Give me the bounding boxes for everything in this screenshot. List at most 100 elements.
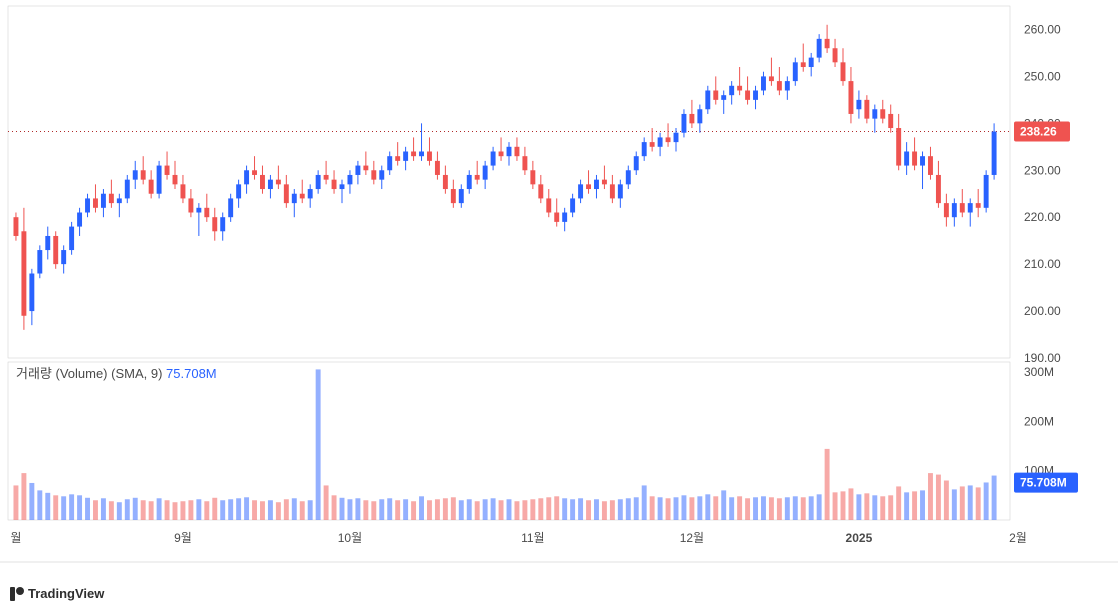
candle-body[interactable] — [443, 175, 448, 189]
candle-body[interactable] — [809, 58, 814, 67]
volume-bar[interactable] — [864, 493, 869, 520]
volume-bar[interactable] — [173, 502, 178, 520]
volume-bar[interactable] — [546, 497, 551, 520]
volume-bar[interactable] — [538, 498, 543, 520]
volume-bar[interactable] — [912, 491, 917, 520]
candle-body[interactable] — [228, 198, 233, 217]
volume-bar[interactable] — [141, 500, 146, 520]
candle-body[interactable] — [546, 198, 551, 212]
candle-body[interactable] — [960, 203, 965, 212]
candle-body[interactable] — [284, 184, 289, 203]
candle-body[interactable] — [252, 170, 257, 175]
volume-bar[interactable] — [801, 497, 806, 520]
candle-body[interactable] — [817, 39, 822, 58]
candle-body[interactable] — [188, 198, 193, 212]
volume-bar[interactable] — [507, 499, 512, 520]
volume-bar[interactable] — [681, 495, 686, 520]
volume-bar[interactable] — [872, 495, 877, 520]
candle-body[interactable] — [737, 86, 742, 91]
candle-body[interactable] — [610, 184, 615, 198]
volume-bar[interactable] — [729, 497, 734, 520]
volume-bar[interactable] — [721, 490, 726, 520]
volume-bar[interactable] — [125, 499, 130, 520]
candle-body[interactable] — [522, 156, 527, 170]
volume-bar[interactable] — [85, 498, 90, 520]
candle-body[interactable] — [324, 175, 329, 180]
candle-body[interactable] — [371, 170, 376, 179]
volume-bar[interactable] — [936, 475, 941, 520]
volume-bar[interactable] — [586, 500, 591, 520]
candle-body[interactable] — [45, 236, 50, 250]
candle-body[interactable] — [674, 133, 679, 142]
volume-bar[interactable] — [984, 482, 989, 520]
volume-bar[interactable] — [785, 497, 790, 520]
candle-body[interactable] — [125, 180, 130, 199]
volume-bar[interactable] — [674, 497, 679, 520]
volume-bar[interactable] — [268, 500, 273, 520]
candle-body[interactable] — [745, 90, 750, 99]
candle-body[interactable] — [602, 180, 607, 185]
candle-body[interactable] — [491, 151, 496, 165]
candle-body[interactable] — [713, 90, 718, 99]
candle-body[interactable] — [634, 156, 639, 170]
candle-body[interactable] — [157, 166, 162, 194]
volume-bar[interactable] — [888, 495, 893, 520]
candle-body[interactable] — [165, 166, 170, 175]
volume-bar[interactable] — [355, 498, 360, 520]
candle-body[interactable] — [220, 217, 225, 231]
candle-body[interactable] — [69, 227, 74, 250]
volume-bar[interactable] — [308, 500, 313, 520]
volume-bar[interactable] — [928, 473, 933, 520]
volume-bar[interactable] — [61, 496, 66, 520]
candle-body[interactable] — [793, 62, 798, 81]
volume-bar[interactable] — [626, 498, 631, 520]
candle-body[interactable] — [920, 156, 925, 165]
candle-body[interactable] — [936, 175, 941, 203]
volume-bar[interactable] — [347, 499, 352, 520]
candle-body[interactable] — [618, 184, 623, 198]
volume-bar[interactable] — [896, 486, 901, 520]
candle-body[interactable] — [21, 231, 26, 315]
volume-bar[interactable] — [554, 496, 559, 520]
volume-bar[interactable] — [77, 495, 82, 520]
candle-body[interactable] — [872, 109, 877, 118]
candle-body[interactable] — [753, 90, 758, 99]
candle-body[interactable] — [944, 203, 949, 217]
volume-bar[interactable] — [260, 501, 265, 520]
volume-bar[interactable] — [475, 501, 480, 520]
candle-body[interactable] — [642, 142, 647, 156]
candle-body[interactable] — [570, 198, 575, 212]
candle-body[interactable] — [29, 274, 34, 312]
candle-body[interactable] — [833, 48, 838, 62]
candle-body[interactable] — [483, 166, 488, 180]
volume-bar[interactable] — [817, 494, 822, 520]
candle-body[interactable] — [992, 131, 997, 174]
volume-bar[interactable] — [841, 491, 846, 520]
candle-body[interactable] — [666, 137, 671, 142]
candle-body[interactable] — [395, 156, 400, 161]
volume-bar[interactable] — [658, 497, 663, 520]
volume-bar[interactable] — [244, 497, 249, 520]
candle-body[interactable] — [340, 184, 345, 189]
volume-bar[interactable] — [212, 498, 217, 520]
candle-body[interactable] — [761, 76, 766, 90]
volume-bar[interactable] — [602, 501, 607, 520]
volume-bar[interactable] — [499, 500, 504, 520]
candle-body[interactable] — [650, 142, 655, 147]
candle-body[interactable] — [61, 250, 66, 264]
volume-bar[interactable] — [610, 500, 615, 520]
candle-body[interactable] — [204, 208, 209, 217]
volume-bar[interactable] — [856, 494, 861, 520]
candle-body[interactable] — [968, 203, 973, 212]
candle-body[interactable] — [363, 166, 368, 171]
candle-body[interactable] — [276, 180, 281, 185]
volume-bar[interactable] — [618, 499, 623, 520]
candle-body[interactable] — [785, 81, 790, 90]
volume-bar[interactable] — [133, 498, 138, 520]
volume-bar[interactable] — [459, 500, 464, 520]
candle-body[interactable] — [427, 151, 432, 160]
candle-body[interactable] — [316, 175, 321, 189]
volume-bar[interactable] — [737, 496, 742, 520]
candle-body[interactable] — [467, 175, 472, 189]
candle-body[interactable] — [697, 109, 702, 123]
